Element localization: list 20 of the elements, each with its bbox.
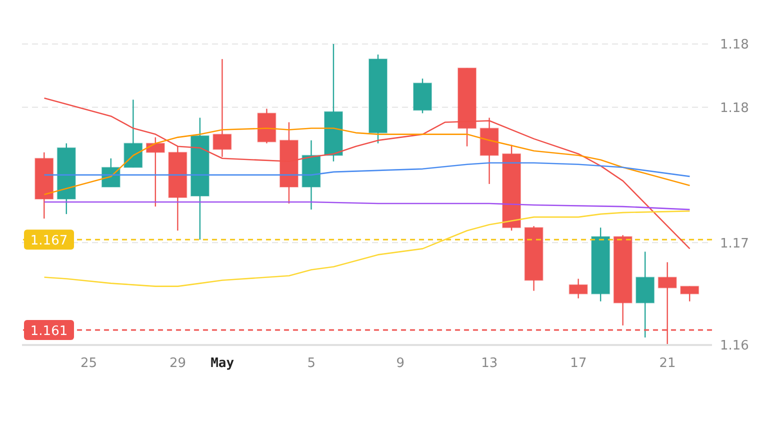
x-tick-label: 5 <box>307 356 316 371</box>
y-tick-label: 1.17 <box>720 236 749 252</box>
ref-line-label: 1.161 <box>30 324 68 339</box>
y-tick-label: 1.18 <box>720 100 749 116</box>
y-tick-label: 1.16 <box>720 338 749 354</box>
x-tick-label: 21 <box>659 356 676 371</box>
line-series <box>44 128 690 196</box>
line-series <box>44 201 690 210</box>
x-tick-label: 13 <box>481 356 498 371</box>
candlestick <box>680 286 700 302</box>
candlestick <box>568 278 588 299</box>
ref-line-label: 1.167 <box>30 234 68 249</box>
y-tick-label: 1.18 <box>720 38 749 53</box>
x-tick-label: 9 <box>396 356 405 371</box>
x-tick-label: 29 <box>170 356 186 371</box>
line-series <box>44 162 690 178</box>
x-tick-label: 25 <box>80 356 98 371</box>
x-tick-label: May <box>210 356 234 371</box>
x-tick-label: 17 <box>570 356 587 371</box>
candlestick <box>146 136 165 208</box>
